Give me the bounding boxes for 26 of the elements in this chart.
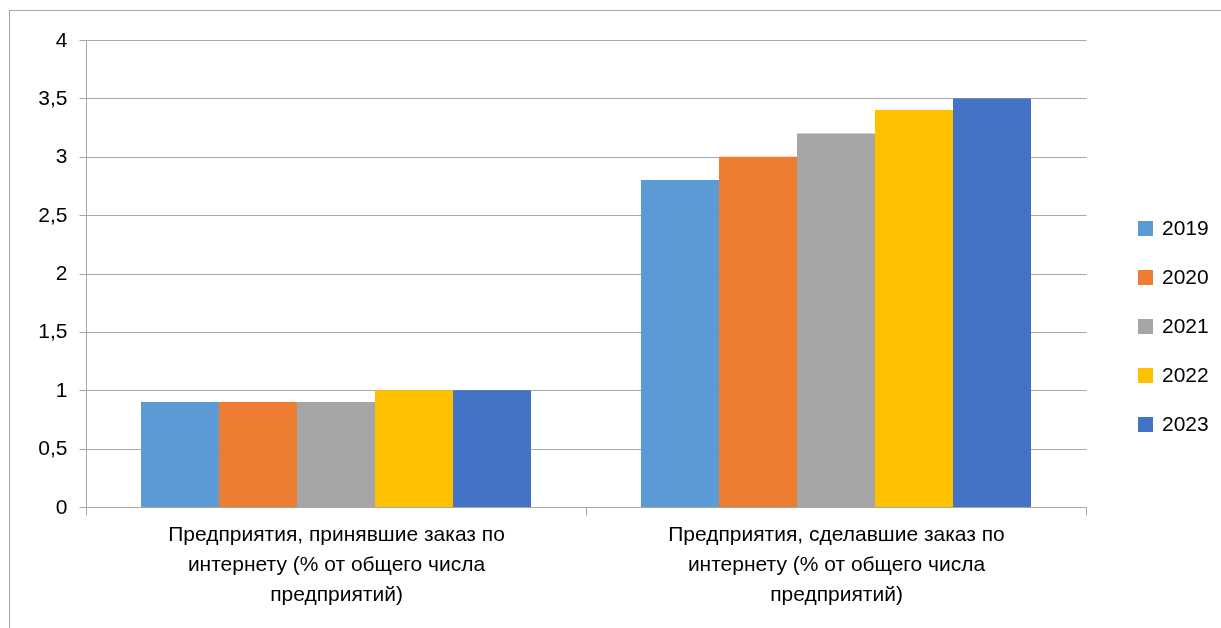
bar bbox=[719, 156, 797, 507]
bar bbox=[640, 180, 719, 507]
y-tick-label: 3 bbox=[55, 144, 68, 168]
y-tick-label: 2 bbox=[55, 261, 68, 284]
bar bbox=[375, 390, 453, 507]
x-tick-label: Предприятия, принявшие заказ по интернету (% от общего числа предприятий) bbox=[168, 521, 505, 605]
bar bbox=[797, 133, 875, 507]
y-tick-label: 2,5 bbox=[38, 202, 68, 226]
y-tick-label: 0,5 bbox=[38, 436, 68, 460]
bar bbox=[875, 110, 953, 507]
bar bbox=[297, 401, 375, 507]
legend-label: 2022 bbox=[1162, 362, 1209, 386]
y-tick-label: 1,5 bbox=[38, 319, 68, 343]
x-tick-label: Предприятия, сделавшие заказ по интернету (% от общего числа предприятий) bbox=[668, 521, 1005, 605]
bar bbox=[953, 98, 1032, 507]
legend-label: 2021 bbox=[1162, 313, 1209, 337]
bar bbox=[140, 401, 219, 507]
y-tick-label: 0 bbox=[55, 494, 68, 518]
y-tick-label: 4 bbox=[55, 27, 68, 51]
legend-label: 2023 bbox=[1162, 411, 1209, 435]
legend-label: 2020 bbox=[1162, 264, 1209, 288]
y-tick-label: 1 bbox=[55, 377, 68, 401]
bar bbox=[219, 401, 297, 507]
bar bbox=[453, 390, 532, 507]
legend-label: 2019 bbox=[1162, 215, 1209, 239]
y-tick-label: 3,5 bbox=[38, 85, 68, 109]
